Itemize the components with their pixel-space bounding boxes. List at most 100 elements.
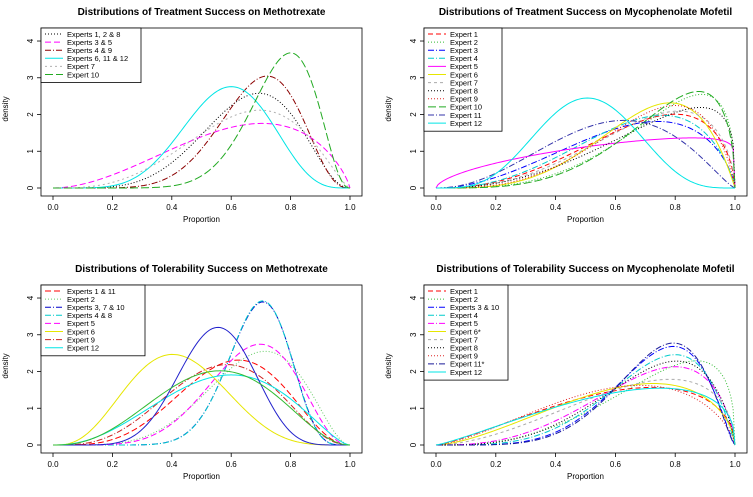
legend-label: Expert 9 — [450, 352, 478, 361]
x-tick-label: 0.8 — [285, 203, 297, 212]
series-line-6 — [53, 52, 351, 189]
legend-label: Expert 7 — [450, 78, 478, 87]
legend-label: Expert 5 — [450, 319, 478, 328]
x-tick-label: 1.0 — [729, 203, 741, 212]
series-line-4 — [436, 114, 736, 189]
legend-box — [40, 284, 146, 357]
x-tick-label: 0.8 — [670, 203, 682, 212]
chart-panel-3: Distributions of Tolerability Success on… — [1, 264, 363, 481]
x-axis-label: Proportion — [183, 472, 220, 481]
y-tick-label: 1 — [409, 148, 418, 153]
x-tick-label: 0.4 — [166, 460, 178, 469]
y-tick-label: 4 — [26, 295, 35, 300]
legend-label: Expert 6 — [450, 70, 478, 79]
x-tick-label: 0.2 — [107, 460, 119, 469]
y-tick-label: 2 — [26, 112, 35, 117]
legend-label: Expert 8 — [450, 87, 478, 96]
x-tick-label: 0.8 — [670, 460, 682, 469]
y-tick-label: 2 — [409, 112, 418, 117]
chart-title: Distributions of Tolerability Success on… — [75, 264, 328, 275]
series-line-7 — [435, 378, 736, 446]
legend-label: Expert 10 — [450, 103, 482, 112]
y-tick-label: 2 — [26, 369, 35, 374]
x-tick-label: 0.6 — [226, 203, 238, 212]
y-tick-label: 1 — [26, 405, 35, 410]
legend-label: Expert 3 — [450, 46, 478, 55]
legend-label: Expert 9 — [67, 335, 95, 344]
series-line-2 — [52, 122, 351, 189]
x-tick-label: 0.6 — [610, 460, 622, 469]
x-tick-label: 0.0 — [430, 460, 442, 469]
y-tick-label: 0 — [26, 185, 35, 190]
x-tick-label: 0.8 — [285, 460, 297, 469]
series-line-7 — [53, 364, 351, 446]
y-tick-label: 2 — [409, 369, 418, 374]
legend-label: Expert 11 — [450, 111, 482, 120]
y-tick-label: 0 — [409, 185, 418, 190]
series-line-10 — [436, 91, 736, 189]
x-axis-label: Proportion — [567, 472, 604, 481]
legend-label: Expert 4 — [450, 311, 478, 320]
x-tick-label: 0.6 — [226, 460, 238, 469]
y-tick-label: 3 — [26, 75, 35, 80]
legend-label: Expert 1 — [450, 287, 478, 296]
series-line-3 — [435, 120, 736, 189]
y-axis-label: density — [1, 96, 10, 121]
series-line-5 — [53, 109, 351, 189]
y-tick-label: 3 — [409, 75, 418, 80]
x-tick-label: 0.2 — [490, 460, 502, 469]
series-line-5 — [436, 366, 736, 446]
x-tick-label: 0.4 — [550, 203, 562, 212]
legend-box — [423, 284, 509, 381]
x-tick-label: 1.0 — [729, 460, 741, 469]
series-line-7 — [436, 110, 736, 189]
x-axis-label: Proportion — [183, 215, 220, 224]
legend-label: Expert 7 — [450, 335, 478, 344]
legend-label: Expert 12 — [450, 119, 482, 128]
y-tick-label: 0 — [409, 442, 418, 447]
legend-label: Expert 11* — [450, 360, 485, 369]
x-axis-label: Proportion — [567, 215, 604, 224]
series-line-1 — [53, 92, 351, 189]
legend-label: Experts 3 & 5 — [67, 38, 112, 47]
series-line-4 — [53, 86, 350, 189]
x-tick-label: 1.0 — [344, 460, 356, 469]
legend-label: Experts 3 & 10 — [450, 303, 499, 312]
y-tick-label: 3 — [409, 332, 418, 337]
y-tick-label: 0 — [26, 442, 35, 447]
legend-box — [40, 27, 142, 83]
legend-label: Expert 8 — [450, 344, 478, 353]
legend-label: Expert 2 — [450, 295, 478, 304]
series-line-11 — [435, 119, 736, 189]
series-line-10 — [436, 342, 736, 446]
x-tick-label: 0.4 — [166, 203, 178, 212]
chart-panel-2: Distributions of Treatment Success on My… — [384, 7, 748, 224]
legend-label: Expert 7 — [67, 62, 95, 71]
series-line-2 — [436, 93, 736, 189]
chart-title: Distributions of Treatment Success on Me… — [78, 7, 326, 18]
y-tick-label: 1 — [26, 148, 35, 153]
chart-title: Distributions of Treatment Success on My… — [439, 7, 733, 18]
y-axis-label: density — [384, 353, 393, 378]
chart-panel-4: Distributions of Tolerability Success on… — [384, 264, 748, 481]
legend-label: Expert 5 — [67, 319, 95, 328]
x-tick-label: 0.4 — [550, 460, 562, 469]
plot-frame — [40, 284, 363, 454]
series-line-11 — [435, 387, 736, 446]
x-tick-label: 0.0 — [47, 203, 59, 212]
series-line-6 — [435, 383, 736, 446]
legend-label: Expert 6* — [450, 327, 481, 336]
legend-label: Expert 5 — [450, 62, 478, 71]
legend-label: Expert 1 — [450, 30, 478, 39]
x-tick-label: 0.2 — [107, 203, 119, 212]
legend-label: Expert 4 — [450, 54, 478, 63]
legend-label: Expert 12 — [450, 368, 482, 377]
y-tick-label: 3 — [26, 332, 35, 337]
y-axis-label: density — [1, 353, 10, 378]
